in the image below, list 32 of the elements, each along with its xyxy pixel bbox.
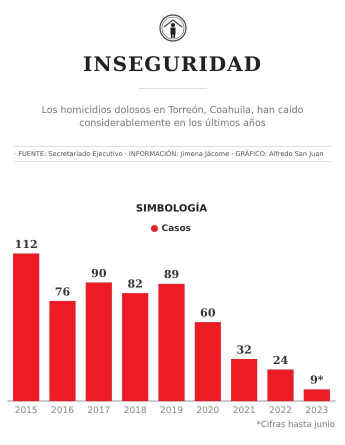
chart-title: INSEGURIDAD [82, 52, 264, 76]
data-label: 24 [272, 354, 288, 367]
data-label: 112 [14, 238, 38, 251]
x-tick-label: 2015 [14, 406, 38, 416]
bar [267, 370, 294, 402]
x-tick-label: 2016 [51, 406, 74, 416]
bar [122, 293, 148, 402]
x-tick-label: 2017 [87, 406, 110, 416]
bar [158, 284, 185, 402]
x-tick-label: 2022 [269, 406, 292, 416]
bar [13, 254, 40, 402]
x-tick-label: 2018 [124, 406, 147, 416]
legend-title: SIMBOLOGÍA [136, 202, 208, 215]
x-tick-label: 2019 [160, 406, 184, 416]
chart-subtitle: Los homicidios dolosos en Torreón, Coahuila, han caído considerablemente en los últimos años [40, 104, 304, 130]
data-label: 82 [128, 277, 143, 290]
data-label: 89 [164, 268, 180, 282]
legend-label: Casos [161, 224, 192, 234]
data-label: 32 [236, 343, 252, 356]
data-label: 60 [200, 306, 216, 320]
bar [304, 389, 330, 402]
bar [194, 322, 221, 402]
bar [86, 282, 112, 402]
data-label: 90 [91, 266, 107, 280]
x-tick-label: 2020 [196, 406, 220, 416]
x-tick-label: 2021 [232, 406, 256, 416]
bar [49, 301, 76, 402]
x-tick-label: 2023 [305, 406, 328, 416]
text: *Cifras hasta junio [256, 420, 335, 430]
data-label: 9* [310, 374, 324, 387]
data-label: 76 [54, 285, 70, 298]
bar [231, 359, 258, 402]
